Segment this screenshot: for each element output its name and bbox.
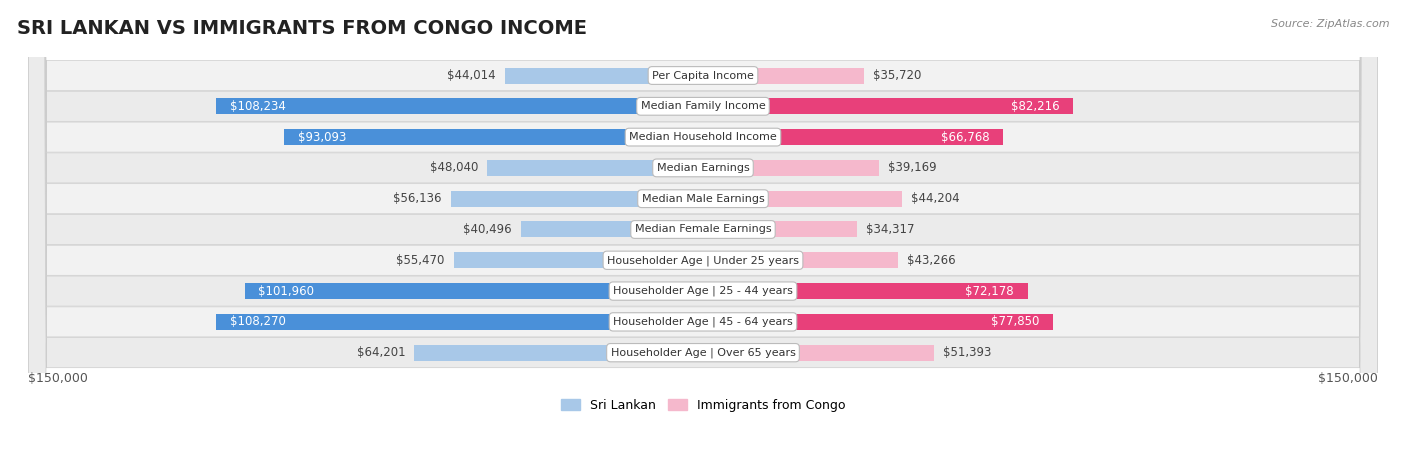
Text: $56,136: $56,136 (394, 192, 441, 205)
Text: $43,266: $43,266 (907, 254, 955, 267)
FancyBboxPatch shape (28, 0, 1378, 467)
FancyBboxPatch shape (28, 0, 1378, 467)
Text: $34,317: $34,317 (866, 223, 915, 236)
FancyBboxPatch shape (28, 0, 1378, 467)
Text: $77,850: $77,850 (991, 315, 1039, 328)
Text: SRI LANKAN VS IMMIGRANTS FROM CONGO INCOME: SRI LANKAN VS IMMIGRANTS FROM CONGO INCO… (17, 19, 586, 38)
Bar (284, 129, 703, 145)
Text: $72,178: $72,178 (966, 284, 1014, 297)
Bar (217, 314, 703, 330)
Text: $150,000: $150,000 (1317, 372, 1378, 385)
FancyBboxPatch shape (28, 0, 1378, 467)
Bar (703, 345, 934, 361)
Bar (703, 221, 858, 238)
Text: $150,000: $150,000 (28, 372, 89, 385)
Text: Per Capita Income: Per Capita Income (652, 71, 754, 80)
Text: Householder Age | 25 - 44 years: Householder Age | 25 - 44 years (613, 286, 793, 297)
Bar (703, 129, 1004, 145)
Text: $101,960: $101,960 (259, 284, 314, 297)
Bar (217, 98, 703, 114)
Text: $35,720: $35,720 (873, 69, 921, 82)
Bar (520, 221, 703, 238)
Text: Source: ZipAtlas.com: Source: ZipAtlas.com (1271, 19, 1389, 28)
Text: $108,270: $108,270 (229, 315, 285, 328)
Text: $39,169: $39,169 (889, 162, 936, 174)
Text: $64,201: $64,201 (357, 346, 405, 359)
Bar (703, 68, 863, 84)
FancyBboxPatch shape (28, 0, 1378, 467)
Text: Householder Age | 45 - 64 years: Householder Age | 45 - 64 years (613, 317, 793, 327)
Text: Median Household Income: Median Household Income (628, 132, 778, 142)
Bar (703, 98, 1073, 114)
Text: Median Family Income: Median Family Income (641, 101, 765, 111)
FancyBboxPatch shape (28, 0, 1378, 467)
Bar (703, 314, 1053, 330)
Text: $55,470: $55,470 (396, 254, 444, 267)
Bar (450, 191, 703, 207)
Text: $93,093: $93,093 (298, 131, 346, 143)
Text: $108,234: $108,234 (229, 100, 285, 113)
Text: $40,496: $40,496 (464, 223, 512, 236)
FancyBboxPatch shape (28, 0, 1378, 467)
FancyBboxPatch shape (28, 0, 1378, 467)
Text: Median Earnings: Median Earnings (657, 163, 749, 173)
Text: Householder Age | Over 65 years: Householder Age | Over 65 years (610, 347, 796, 358)
Text: $66,768: $66,768 (941, 131, 990, 143)
Bar (703, 283, 1028, 299)
Bar (703, 160, 879, 176)
Bar (454, 252, 703, 269)
FancyBboxPatch shape (28, 0, 1378, 467)
Bar (415, 345, 703, 361)
Bar (505, 68, 703, 84)
Text: $44,014: $44,014 (447, 69, 496, 82)
Legend: Sri Lankan, Immigrants from Congo: Sri Lankan, Immigrants from Congo (555, 394, 851, 417)
Text: $82,216: $82,216 (1011, 100, 1059, 113)
FancyBboxPatch shape (28, 0, 1378, 467)
Text: $51,393: $51,393 (943, 346, 991, 359)
Text: Median Male Earnings: Median Male Earnings (641, 194, 765, 204)
Text: $44,204: $44,204 (911, 192, 959, 205)
Text: Householder Age | Under 25 years: Householder Age | Under 25 years (607, 255, 799, 266)
Bar (486, 160, 703, 176)
Bar (703, 252, 897, 269)
Text: $48,040: $48,040 (430, 162, 478, 174)
Bar (703, 191, 901, 207)
Bar (245, 283, 703, 299)
Text: Median Female Earnings: Median Female Earnings (634, 225, 772, 234)
